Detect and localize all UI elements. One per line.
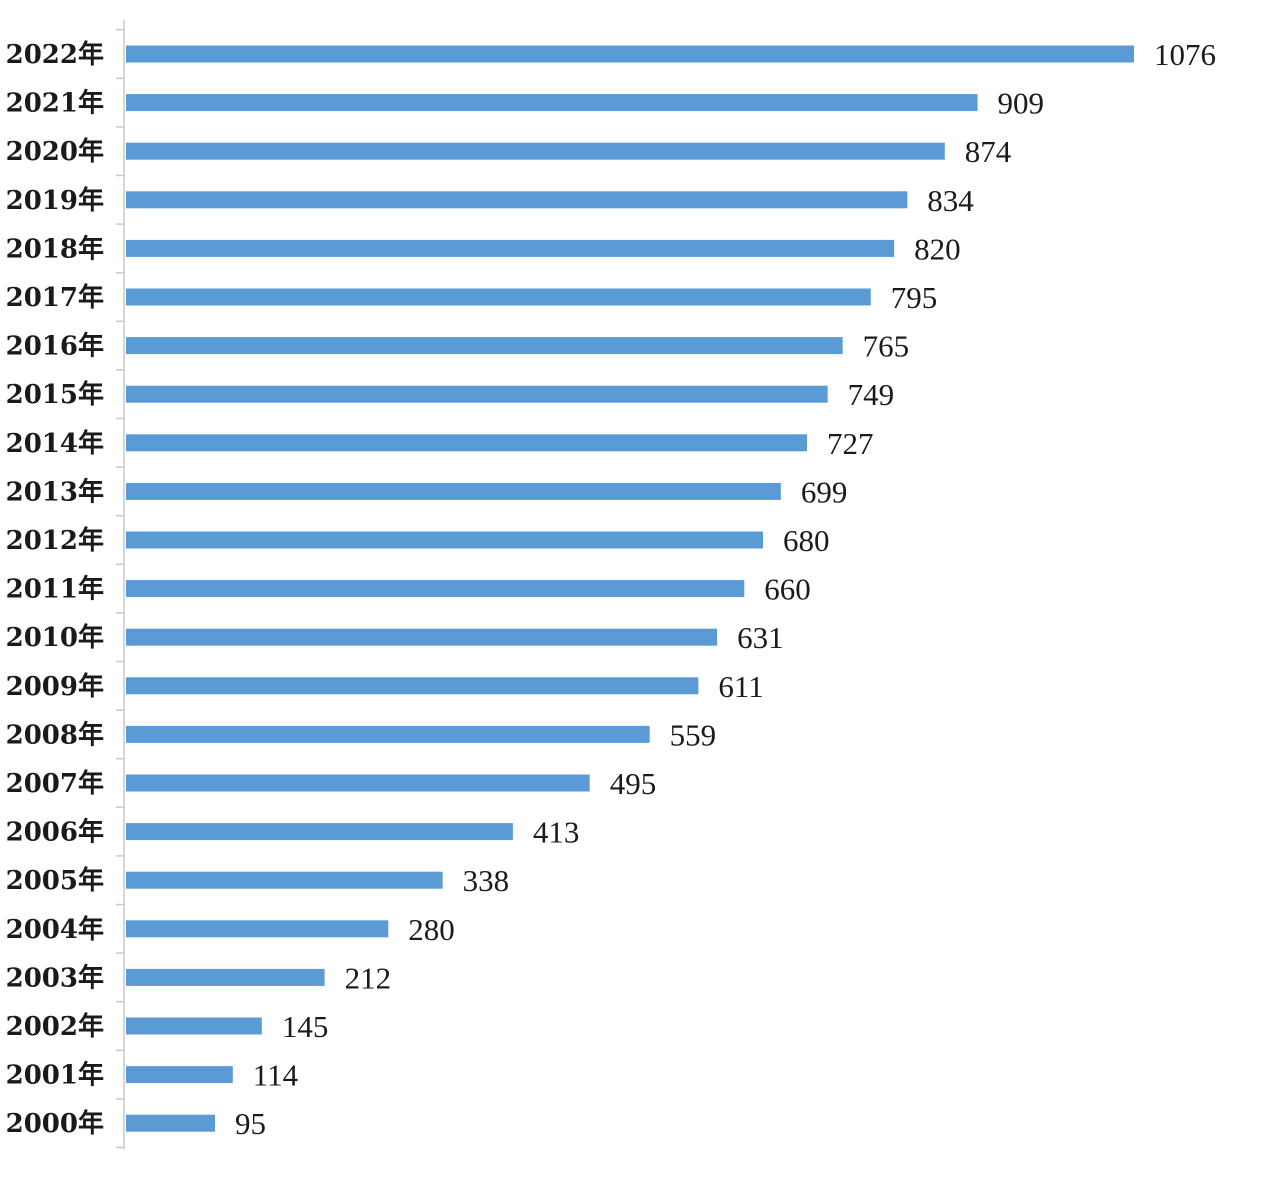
category-label: 2007年	[6, 768, 104, 799]
bar	[126, 45, 1134, 63]
value-label: 338	[463, 863, 510, 898]
bar	[126, 725, 650, 743]
bar	[126, 94, 978, 112]
category-label: 2012年	[6, 525, 104, 556]
category-label: 2009年	[6, 671, 104, 702]
bar	[126, 1017, 262, 1035]
bar	[126, 142, 945, 160]
value-label: 660	[764, 572, 811, 607]
value-label: 834	[927, 183, 974, 218]
category-label: 2019年	[6, 185, 104, 216]
category-label: 2018年	[6, 233, 104, 264]
bar	[126, 337, 843, 355]
value-label: 145	[282, 1009, 329, 1044]
value-label: 820	[914, 231, 961, 266]
bar	[126, 191, 908, 209]
category-label: 2008年	[6, 719, 104, 750]
bar	[126, 531, 764, 549]
category-label: 2015年	[6, 379, 104, 410]
category-label: 2017年	[6, 282, 104, 313]
bar	[126, 385, 828, 403]
value-label: 95	[235, 1106, 266, 1141]
bar	[126, 434, 808, 452]
category-label: 2002年	[6, 1011, 104, 1042]
value-label: 1076	[1154, 37, 1216, 72]
value-label: 559	[670, 717, 717, 752]
category-label: 2005年	[6, 865, 104, 896]
category-label: 2004年	[6, 914, 104, 945]
value-label: 413	[533, 815, 580, 850]
bar	[126, 774, 590, 792]
category-label: 2006年	[6, 817, 104, 848]
y-axis	[116, 19, 125, 1150]
category-label: 2001年	[6, 1060, 104, 1091]
value-label: 631	[737, 620, 784, 655]
bar	[126, 823, 513, 841]
value-label: 212	[345, 960, 392, 995]
category-label: 2000年	[6, 1108, 104, 1139]
value-label: 495	[610, 766, 657, 801]
category-label: 2020年	[6, 136, 104, 167]
category-label: 2014年	[6, 428, 104, 459]
value-label: 909	[998, 86, 1045, 121]
value-label: 114	[253, 1058, 299, 1093]
bar	[126, 1066, 233, 1084]
value-label: 727	[827, 426, 874, 461]
bars	[126, 45, 1134, 1132]
bar	[126, 677, 699, 695]
value-label: 611	[718, 669, 763, 704]
value-label: 680	[783, 523, 830, 558]
bar	[126, 871, 443, 889]
bar	[126, 628, 718, 646]
bar	[126, 1114, 215, 1132]
value-label: 874	[965, 134, 1012, 169]
value-label: 749	[848, 377, 895, 412]
value-label: 795	[891, 280, 938, 315]
category-label: 2016年	[6, 331, 104, 362]
category-label: 2003年	[6, 962, 104, 993]
bar	[126, 482, 781, 500]
bar	[126, 968, 325, 986]
value-label: 765	[863, 329, 910, 364]
bar	[126, 920, 389, 938]
value-label: 699	[801, 474, 848, 509]
bar	[126, 239, 895, 257]
bar	[126, 288, 871, 306]
category-label: 2013年	[6, 476, 104, 507]
labels: 2022年 1076 2021年 909 2020年 874 2019年 834 2018年 82…	[6, 37, 1216, 1141]
category-label: 2021年	[6, 88, 104, 119]
category-label: 2022年	[6, 39, 104, 70]
category-label: 2011年	[6, 574, 104, 605]
value-label: 280	[408, 912, 455, 947]
category-label: 2010年	[6, 622, 104, 653]
bar	[126, 580, 745, 598]
